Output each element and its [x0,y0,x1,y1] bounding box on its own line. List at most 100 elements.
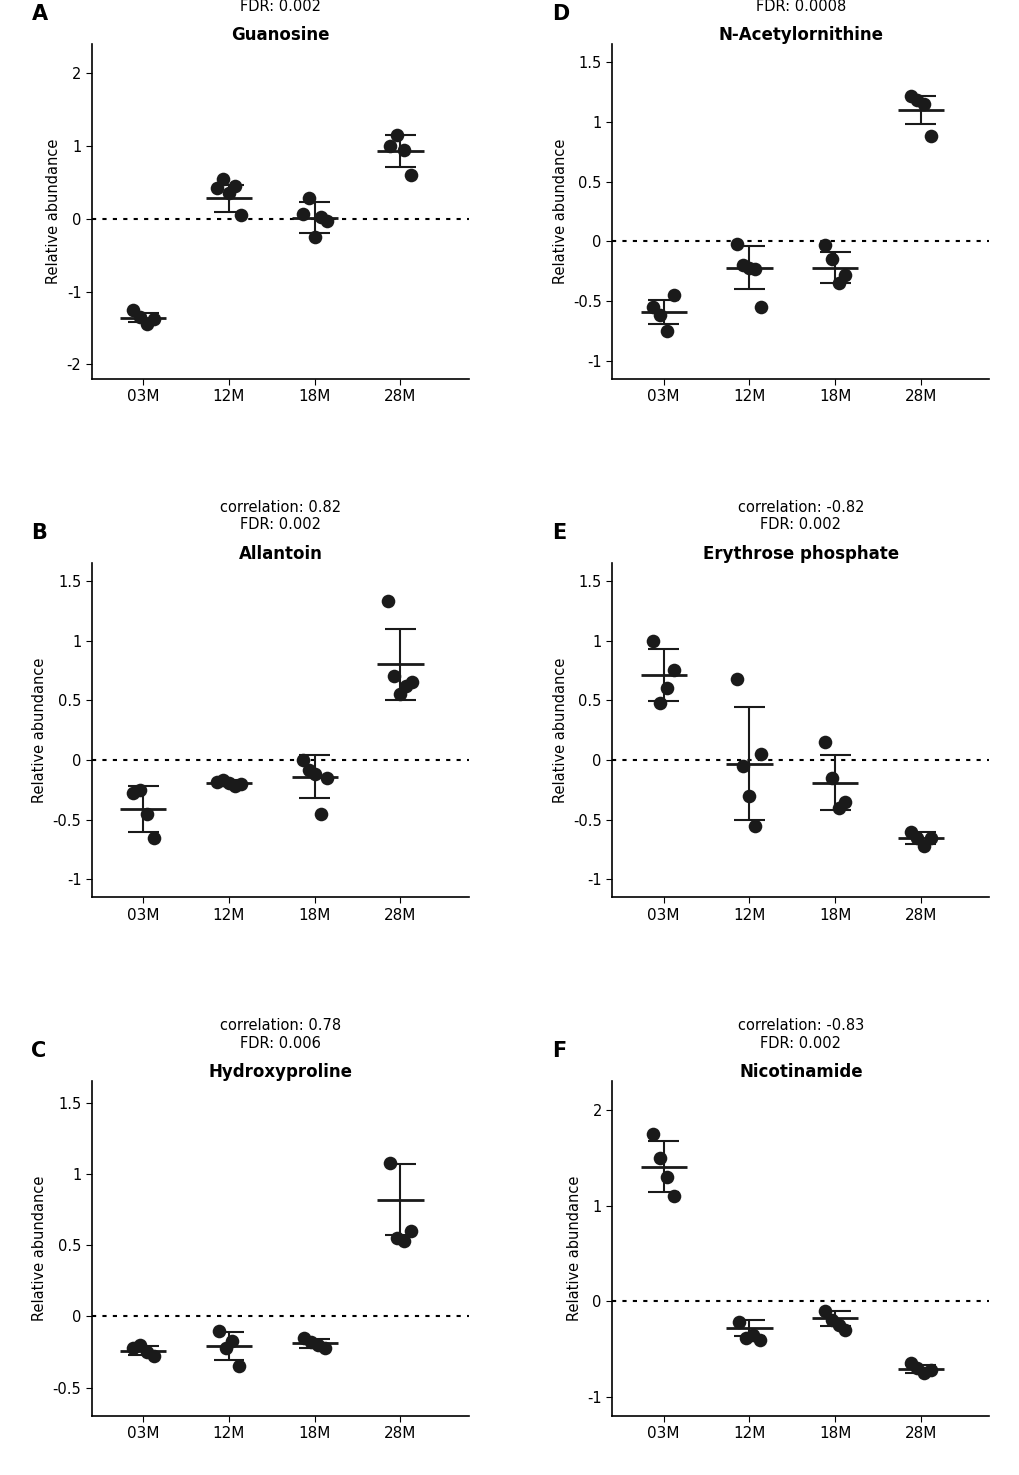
Point [915,93,931,117]
Title: Hydroxyproline: Hydroxyproline [208,1063,352,1081]
Point [645,295,661,319]
Point [658,677,675,701]
Point [829,796,846,820]
Point [665,1184,682,1208]
Point [922,826,938,850]
Point [392,683,409,707]
Y-axis label: Relative abundance: Relative abundance [32,1176,47,1322]
Point [146,1344,162,1367]
Point [658,1165,675,1189]
Point [146,826,162,850]
Point [902,84,918,108]
Text: D: D [551,4,569,24]
Point [837,263,853,286]
Title: Nicotinamide: Nicotinamide [739,1063,862,1081]
Point [139,802,155,826]
Point [231,1354,248,1378]
Text: correlation: 0.82
FDR: 0.002: correlation: 0.82 FDR: 0.002 [219,500,340,532]
Point [837,1319,853,1342]
Point [737,1326,753,1350]
Point [665,283,682,307]
Point [388,1226,405,1249]
Point [220,771,236,795]
Point [908,88,924,112]
Point [318,766,334,789]
Point [651,1146,667,1170]
Point [131,305,148,329]
Point [908,826,924,850]
Point [729,667,745,690]
Text: correlation: 0.83
FDR: 0.002: correlation: 0.83 FDR: 0.002 [220,0,340,13]
Text: correlation: -0.83
FDR: 0.002: correlation: -0.83 FDR: 0.002 [737,1018,863,1050]
Point [232,771,249,795]
Point [658,319,675,342]
Point [306,763,322,786]
Y-axis label: Relative abundance: Relative abundance [552,139,567,285]
Point [294,202,311,226]
Title: N-Acetylornithine: N-Acetylornithine [717,27,882,44]
Point [645,628,661,652]
Point [744,1323,760,1347]
Point [922,124,938,148]
Point [902,1351,918,1375]
Point [837,791,853,814]
Point [217,1336,233,1360]
Point [380,590,396,614]
Point [226,174,243,198]
Point [665,658,682,681]
Y-axis label: Relative abundance: Relative abundance [567,1176,581,1322]
Point [741,785,757,808]
Point [731,1310,747,1333]
Text: C: C [32,1041,47,1062]
Point [139,313,155,336]
Point [388,124,405,148]
Point [395,139,412,162]
Point [139,1341,155,1364]
Point [296,1326,312,1350]
Text: A: A [32,4,48,24]
Text: E: E [551,522,566,543]
Point [908,1357,924,1381]
Point [220,181,236,205]
Title: Allantoin: Allantoin [238,544,322,563]
Point [301,758,317,782]
Point [403,1220,419,1243]
Point [386,665,403,689]
Point [651,690,667,714]
Point [146,307,162,330]
Point [301,187,317,211]
Point [829,271,846,295]
Point [829,1313,846,1336]
Point [395,1229,412,1252]
Point [232,204,249,227]
Point [215,167,231,190]
Point [131,779,148,802]
Point [124,1336,141,1360]
Point [816,730,833,754]
Point [318,209,334,233]
Point [381,1150,397,1174]
Point [226,774,243,798]
Point [915,835,931,858]
Title: Erythrose phosphate: Erythrose phosphate [702,544,898,563]
Point [312,802,328,826]
Y-axis label: Relative abundance: Relative abundance [32,658,47,802]
Point [816,1299,833,1323]
Point [735,254,751,277]
Point [822,766,839,789]
Point [312,205,328,229]
Text: correlation: 0.78
FDR: 0.006: correlation: 0.78 FDR: 0.006 [219,1018,340,1050]
Point [922,1358,938,1382]
Point [306,226,322,249]
Point [131,1333,148,1357]
Y-axis label: Relative abundance: Relative abundance [552,658,567,802]
Point [902,820,918,844]
Point [294,748,311,771]
Point [822,1308,839,1332]
Point [752,295,768,319]
Point [747,814,763,838]
Point [224,1329,240,1353]
Point [752,742,768,766]
Point [317,1336,333,1360]
Point [735,754,751,777]
